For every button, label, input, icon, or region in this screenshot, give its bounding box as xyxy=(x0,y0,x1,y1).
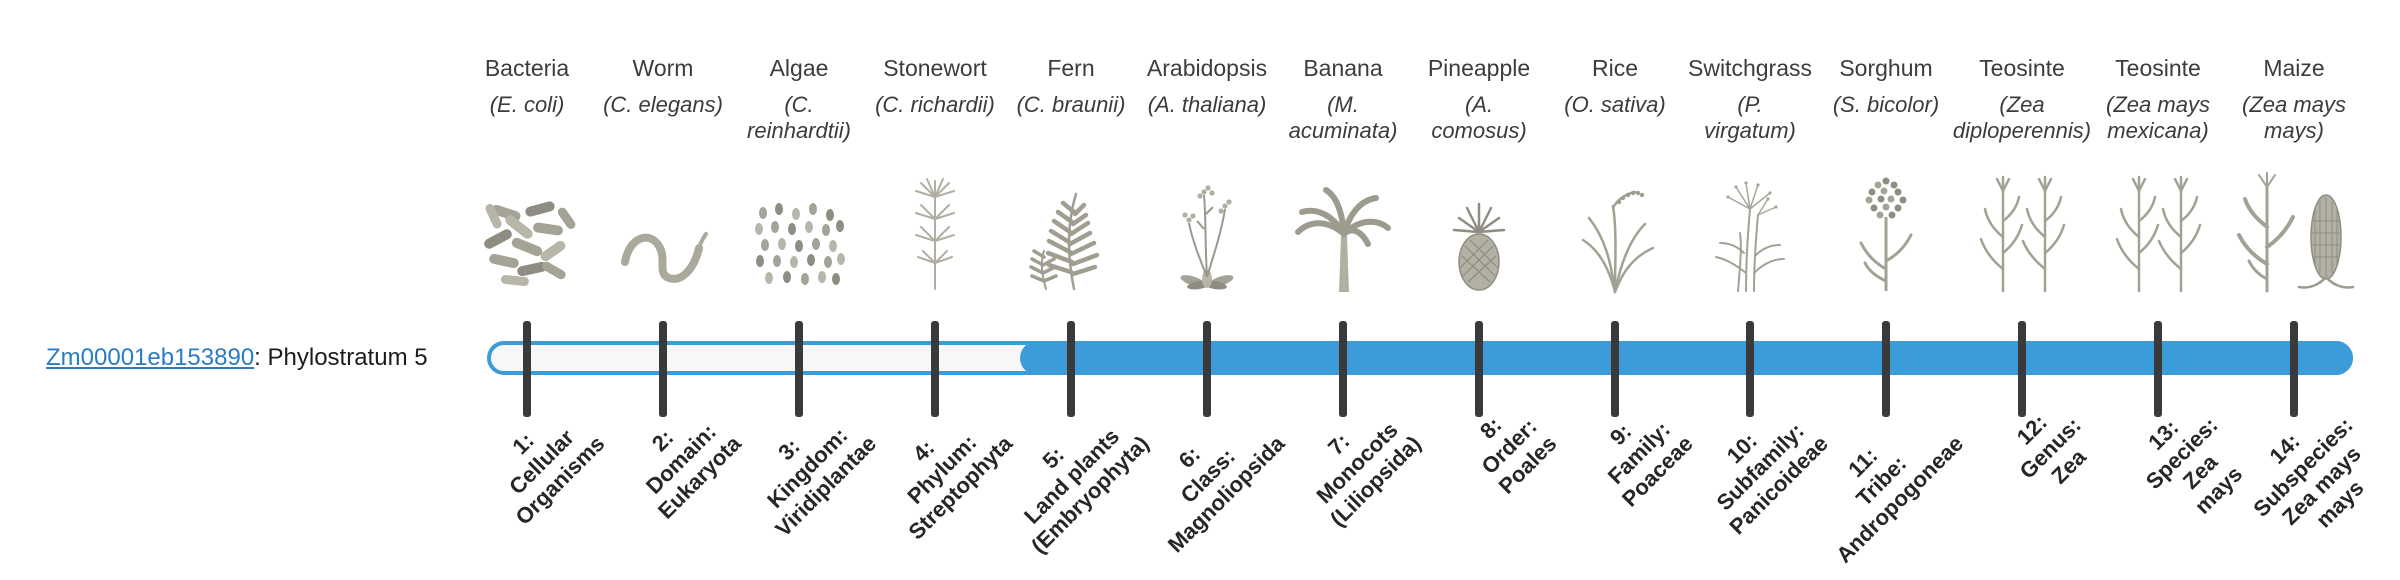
stratum-label: 1: Cellular Organisms xyxy=(504,424,610,530)
bacteria-icon xyxy=(439,154,615,294)
phylostratum-tick xyxy=(2290,321,2298,417)
phylostratum-tick xyxy=(2018,321,2026,417)
worm-icon xyxy=(575,154,751,294)
stratum-label: 2: Domain: Eukaryota xyxy=(640,418,746,524)
gene-row: Zm00001eb153890: Phylostratum 5 xyxy=(46,344,428,372)
organism-scientific-name: (P. virgatum) xyxy=(1704,91,1796,144)
stratum-label: 5: Land plants (Embryophyta) xyxy=(1018,423,1154,559)
phylostratum-tick xyxy=(1203,321,1211,417)
organism-common-name: Pineapple xyxy=(1427,55,1531,81)
organism-scientific-name: (S. bicolor) xyxy=(1832,91,1940,117)
stratum-label: 12: Genus: Zea xyxy=(2011,409,2091,489)
teosinte-mexicana-icon xyxy=(2070,154,2246,294)
fern-icon xyxy=(983,154,1159,294)
organism-common-name: Teosinte xyxy=(1979,55,2065,81)
organism-common-name: Banana xyxy=(1303,55,1383,81)
organism-column: Teosinte (Zea diploperennis) xyxy=(1934,55,2110,294)
organism-column: Maize (Zea mays mays) xyxy=(2206,55,2382,294)
phylostratum-tick xyxy=(931,321,939,417)
pineapple-icon xyxy=(1391,154,1567,294)
organism-column: Worm (C. elegans) xyxy=(575,55,751,294)
organism-column: Arabidopsis (A. thaliana) xyxy=(1119,55,1295,294)
organism-column: Teosinte (Zea mays mexicana) xyxy=(2070,55,2246,294)
organism-column: Stonewort (C. richardii) xyxy=(847,55,1023,294)
organism-common-name: Maize xyxy=(2263,55,2325,81)
phylostratum-tick xyxy=(1067,321,1075,417)
gene-phylostratum-label: : Phylostratum 5 xyxy=(254,344,428,371)
phylostratum-tick xyxy=(2154,321,2162,417)
stonewort-icon xyxy=(847,154,1023,294)
organism-column: Pineapple (A. comosus) xyxy=(1391,55,1567,294)
stratum-label: 9: Family: Poaceae xyxy=(1602,416,1698,512)
phylostratum-tick xyxy=(1746,321,1754,417)
organism-common-name: Worm xyxy=(632,55,694,81)
stratum-label: 11: Tribe: Andropogoneae xyxy=(1831,430,1969,568)
sorghum-icon xyxy=(1798,154,1974,294)
stratum-label: 14: Subspecies: Zea mays mays xyxy=(2248,412,2369,533)
organism-scientific-name: (Zea mays mays) xyxy=(2242,91,2346,144)
organism-scientific-name: (C. elegans) xyxy=(603,91,723,117)
organism-column: Algae (C. reinhardtii) xyxy=(711,55,887,294)
phylostrata-bar-fill xyxy=(1020,341,2353,375)
phylostratum-tick xyxy=(1475,321,1483,417)
organism-column: Switchgrass (P. virgatum) xyxy=(1662,55,1838,294)
rice-icon xyxy=(1527,154,1703,294)
organism-common-name: Sorghum xyxy=(1839,55,1933,81)
teosinte-diploperennis-icon xyxy=(1934,154,2110,294)
organism-scientific-name: (Zea diploperennis) xyxy=(1952,91,2092,144)
arabidopsis-icon xyxy=(1119,154,1295,294)
organism-common-name: Switchgrass xyxy=(1688,55,1812,81)
stratum-label: 8: Order: Poales xyxy=(1475,412,1562,499)
organism-column: Sorghum (S. bicolor) xyxy=(1798,55,1974,294)
organism-scientific-name: (E. coli) xyxy=(489,91,565,117)
organism-column: Banana (M. acuminata) xyxy=(1255,55,1431,294)
organism-common-name: Arabidopsis xyxy=(1146,55,1268,81)
stratum-label: 13: Species: Zea mays xyxy=(2140,412,2247,519)
organism-scientific-name: (O. sativa) xyxy=(1564,91,1666,117)
phylostratum-tick xyxy=(1611,321,1619,417)
gene-id-link[interactable]: Zm00001eb153890 xyxy=(46,344,255,371)
organism-scientific-name: (C. reinhardtii) xyxy=(747,91,851,144)
organism-scientific-name: (Zea mays mexicana) xyxy=(2106,91,2210,144)
organism-common-name: Rice xyxy=(1591,55,1638,81)
maize-icon xyxy=(2206,154,2382,294)
organism-column: Fern (C. braunii) xyxy=(983,55,1159,294)
phylostratum-tick xyxy=(795,321,803,417)
organism-column: Bacteria (E. coli) xyxy=(439,55,615,294)
phylostratum-tick xyxy=(1882,321,1890,417)
switchgrass-icon xyxy=(1662,154,1838,294)
organism-scientific-name: (M. acuminata) xyxy=(1288,91,1398,144)
stratum-label: 6: Class: Magnoliopsida xyxy=(1162,430,1290,558)
stratum-label: 4: Phylum: Streptophyta xyxy=(902,429,1018,545)
organism-column: Rice (O. sativa) xyxy=(1527,55,1703,294)
phylostratum-tick xyxy=(659,321,667,417)
banana-icon xyxy=(1255,154,1431,294)
organism-common-name: Bacteria xyxy=(484,55,570,81)
organism-scientific-name: (C. richardii) xyxy=(875,91,995,117)
organism-scientific-name: (C. braunii) xyxy=(1016,91,1126,117)
phylostratum-tick xyxy=(1339,321,1347,417)
algae-icon xyxy=(711,154,887,294)
organism-common-name: Stonewort xyxy=(883,55,987,81)
organism-scientific-name: (A. thaliana) xyxy=(1147,91,1267,117)
organism-common-name: Teosinte xyxy=(2115,55,2201,81)
stratum-label: 3: Kingdom: Viridiplantae xyxy=(762,422,882,542)
organism-common-name: Algae xyxy=(769,55,829,81)
stratum-label: 7: Monocots (Liliopsida) xyxy=(1311,417,1426,532)
organism-common-name: Fern xyxy=(1047,55,1095,81)
organism-scientific-name: (A. comosus) xyxy=(1431,91,1527,144)
phylostratum-tick xyxy=(523,321,531,417)
